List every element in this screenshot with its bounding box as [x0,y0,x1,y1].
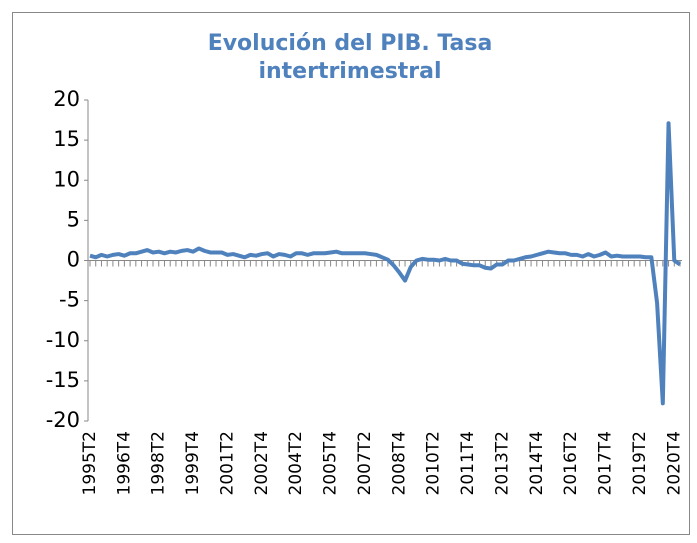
x-tick-label: 1999T4 [183,431,203,495]
y-tick-label: 0 [67,248,80,272]
x-tick-label: 2011T4 [458,431,478,495]
chart-title: Evolución del PIB. Tasa intertrimestral [207,31,493,84]
x-tick-label: 2014T4 [527,431,547,495]
x-tick-label: 2017T4 [596,431,616,495]
y-tick-label: 5 [67,207,80,231]
data-line [89,121,682,406]
x-tick-label: 2005T4 [321,431,341,495]
x-tick-label: 2004T2 [286,431,306,495]
x-tick-label: 2019T2 [630,431,650,495]
y-tick-label: 20 [53,87,80,111]
x-tick-label: 2007T2 [355,431,375,495]
y-tick-label: -20 [46,408,80,432]
x-tick-label: 2008T4 [389,431,409,495]
y-tick-label: 15 [53,127,80,151]
y-tick-label: 10 [53,167,80,191]
x-tick-label: 2001T2 [217,431,237,495]
x-tick-label: 2002T4 [252,431,272,495]
x-tick-label: 1996T4 [114,431,134,495]
y-tick-label: -5 [59,288,80,312]
x-tick-label: 1998T2 [149,431,169,495]
x-tick-label: 1995T2 [80,431,100,495]
y-tick-label: -15 [46,368,80,392]
x-tick-label: 2010T2 [424,431,444,495]
x-tick-label: 2020T4 [664,431,684,495]
x-tick-label: 2013T2 [492,431,512,495]
x-tick-label: 2016T2 [561,431,581,495]
y-tick-label: -10 [46,328,80,352]
chart-border [12,12,690,535]
